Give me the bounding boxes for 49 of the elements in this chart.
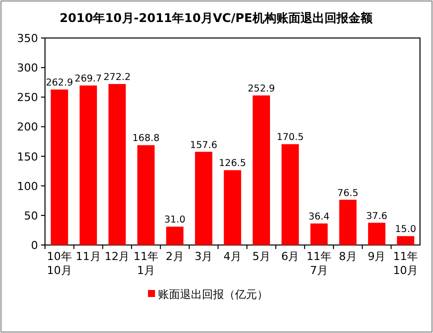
x-tick-label: 11月 [76,250,101,263]
x-tick-label: 12月 [104,250,130,263]
bar [368,222,386,245]
y-tick-label: 250 [17,91,38,104]
x-tick-label: 9月 [368,250,386,263]
chart-title: 2010年10月-2011年10月VC/PE机构账面退出回报金额 [60,11,374,25]
data-label: 36.4 [308,211,330,222]
data-label: 157.6 [190,140,218,151]
bar [195,152,212,245]
x-tick-label: 11年10月 [393,250,418,277]
y-tick-label: 200 [17,120,38,134]
x-tick-label: 11年7月 [306,250,332,277]
data-label: 37.6 [366,210,388,222]
data-label: 126.5 [218,158,246,170]
y-tick-label: 100 [17,180,38,193]
bar [282,144,299,245]
data-label: 15.0 [395,224,416,236]
data-label: 252.9 [248,83,275,94]
bar [252,95,270,245]
data-label: 272.2 [104,72,131,84]
data-label: 262.9 [46,78,74,89]
x-tick-label: 6月 [281,250,300,263]
data-label: 31.0 [164,214,186,226]
x-tick-label: 4月 [224,250,242,263]
bar [339,200,357,245]
x-tick-label: 3月 [194,250,213,263]
bar [80,85,97,245]
legend-label: 账面退出回报（亿元） [158,288,268,301]
y-tick-label: 150 [17,150,38,164]
data-label: 76.5 [337,188,358,199]
y-tick-label: 300 [17,62,38,75]
x-tick-label: 8月 [338,250,357,263]
data-label: 269.7 [74,73,102,84]
data-label: 170.5 [276,132,304,144]
x-tick-label: 10年10月 [46,250,72,277]
y-tick-label: 350 [17,32,38,45]
x-tick-label: 2月 [166,250,184,263]
y-tick-label: 50 [24,209,38,222]
bar [310,223,328,245]
bar [108,84,126,245]
bar [396,236,414,245]
bar [50,90,68,245]
data-label: 168.8 [132,133,160,144]
bar [224,170,242,245]
x-tick-label: 11年1月 [133,250,158,277]
y-tick-label: 0 [31,239,38,252]
x-tick-label: 5月 [252,250,270,263]
bar [166,226,184,245]
bar [137,145,155,245]
